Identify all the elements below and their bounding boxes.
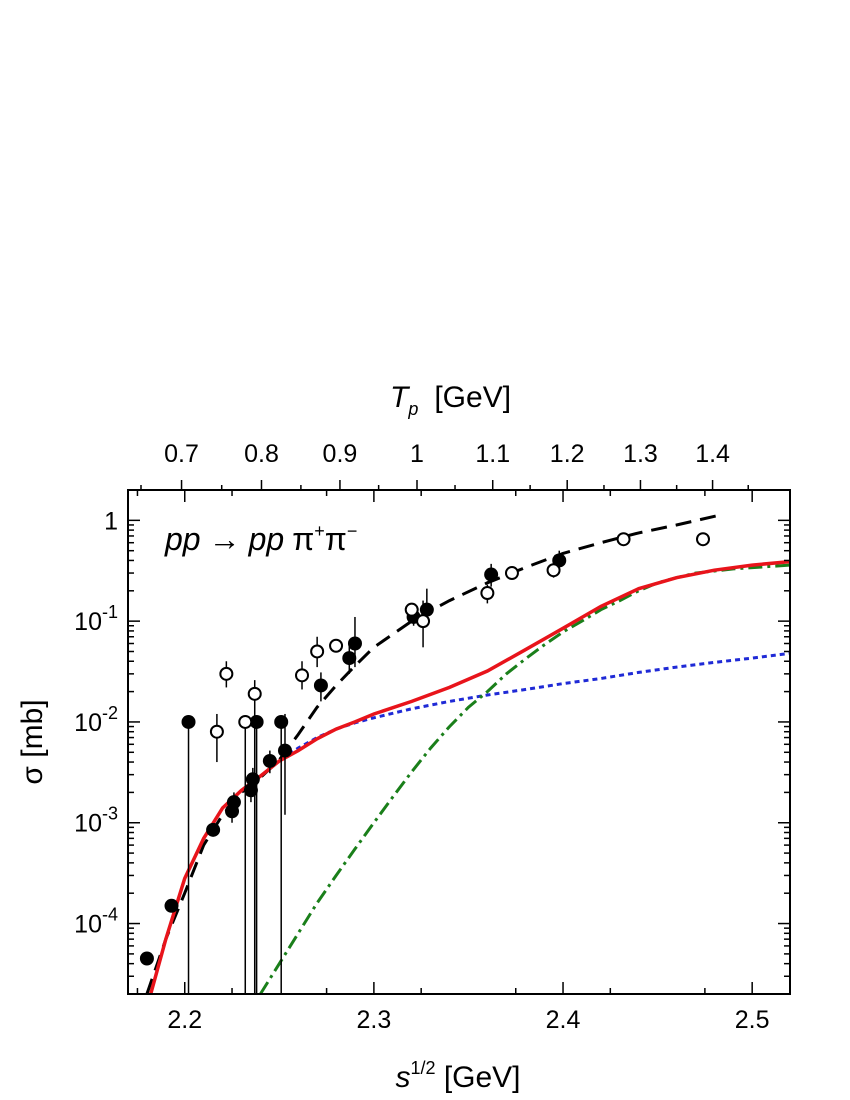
open-data-point	[238, 714, 253, 729]
filled-data-point	[249, 714, 264, 729]
x-axis: 2.2 2.3 2.4 2.5	[136, 490, 770, 1034]
open-data-point	[504, 566, 519, 581]
open-data-point	[404, 602, 419, 617]
filled-data-point	[164, 898, 179, 913]
top-axis-label: Tp [GeV]	[390, 381, 511, 419]
solid-curve	[149, 559, 791, 995]
filled-data-point	[226, 795, 241, 810]
filled-data-point	[262, 753, 277, 768]
top-tick-label: 1.2	[550, 440, 585, 468]
open-data-point	[295, 668, 310, 683]
y-axis: 10-4 10-3 10-2 10-1 1	[74, 507, 790, 977]
filled-data-point	[347, 636, 362, 651]
filled-data-point	[274, 714, 289, 729]
plot-frame	[127, 489, 791, 995]
x-tick-label: 2.4	[546, 1006, 581, 1034]
top-axis: 0.7 0.8 0.9 1 1.1 1.2 1.3 1.4	[140, 440, 749, 490]
x-tick-label: 2.3	[357, 1006, 392, 1034]
error-bars	[187, 550, 560, 994]
y-tick-label: 10-2	[74, 703, 118, 737]
open-data-point	[329, 638, 344, 653]
filled-data-point	[243, 783, 258, 798]
dotted-curve	[287, 651, 791, 756]
plus-sign: +	[314, 521, 325, 541]
x-tick-label: 2.5	[735, 1006, 770, 1034]
minus-sign: −	[347, 521, 358, 541]
top-tick-label: 1.1	[475, 440, 510, 468]
filled-data-point	[181, 714, 196, 729]
top-tick-label: 1.4	[695, 440, 730, 468]
pi-minus: π	[325, 521, 347, 557]
top-tick-label: 0.7	[164, 440, 199, 468]
top-tick-label: 0.8	[244, 440, 279, 468]
open-data-point	[416, 614, 431, 629]
top-tick-label: 1.3	[623, 440, 658, 468]
dashdot-curve	[259, 563, 791, 995]
data-points	[139, 532, 710, 966]
reaction-arrow: →	[209, 521, 241, 557]
y-tick-label: 10-4	[74, 905, 118, 939]
top-tick-label: 0.9	[323, 440, 358, 468]
open-data-point	[480, 586, 495, 601]
filled-data-point	[206, 822, 221, 837]
x-axis-label: s1/2 [GeV]	[395, 1058, 520, 1094]
filled-data-point	[484, 567, 499, 582]
y-tick-label: 10-1	[74, 602, 118, 636]
y-tick-label: 1	[104, 507, 118, 535]
model-curves	[145, 512, 791, 995]
open-data-point	[247, 686, 262, 701]
filled-data-point	[313, 678, 328, 693]
x-tick-label: 2.2	[167, 1006, 202, 1034]
filled-data-point	[139, 951, 154, 966]
reaction-lhs: pp	[164, 521, 201, 557]
pi-plus: π	[292, 521, 314, 557]
filled-data-point	[245, 772, 260, 787]
y-axis-label: σ [mb]	[16, 699, 49, 784]
open-data-point	[209, 724, 224, 739]
open-data-point	[546, 563, 561, 578]
filled-data-point	[342, 651, 357, 666]
open-data-point	[695, 532, 710, 547]
open-data-point	[310, 644, 325, 659]
reaction-rhs: pp	[248, 521, 285, 557]
open-data-point	[616, 532, 631, 547]
filled-data-point	[277, 743, 292, 758]
y-tick-label: 10-3	[74, 804, 118, 838]
plot-label: pp → pp π+π−	[164, 521, 357, 557]
filled-data-point	[419, 602, 434, 617]
open-data-point	[219, 666, 234, 681]
top-tick-label: 1	[410, 440, 424, 468]
dashed-curve	[145, 512, 725, 995]
